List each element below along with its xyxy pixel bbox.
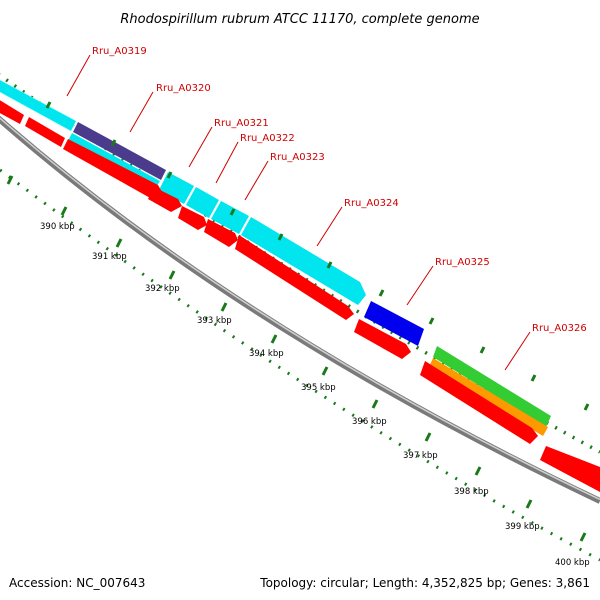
- forward-strand-genes: [0, 79, 551, 436]
- ruler-major-ticks: [6, 175, 587, 542]
- ruler-dot-ring: [0, 168, 600, 562]
- gene-rru-a0322[interactable]: [186, 187, 219, 218]
- gene-label-rru-a0320[interactable]: Rru_A0320: [156, 83, 211, 94]
- kbp-tick-label: 390 kbp: [40, 222, 75, 232]
- genome-backbone: [0, 115, 600, 504]
- accession-footer: Accession: NC_007643: [9, 576, 145, 590]
- kbp-tick-label: 393 kbp: [197, 316, 232, 326]
- genes-value: 3,861: [555, 576, 590, 590]
- gene-rru-a0324[interactable]: [241, 217, 366, 305]
- genes-label: Genes:: [509, 576, 552, 590]
- gene-labels: Rru_A0319 Rru_A0320 Rru_A0321 Rru_A0322 Rru_…: [92, 46, 587, 334]
- accession-label: Accession:: [9, 576, 73, 590]
- gene-label-rru-a0325[interactable]: Rru_A0325: [435, 257, 490, 268]
- kbp-tick-label: 400 kbp: [555, 558, 590, 568]
- outer-major-ticks: [45, 101, 590, 411]
- gene-label-rru-a0324[interactable]: Rru_A0324: [344, 198, 399, 209]
- length-label: Length:: [372, 576, 419, 590]
- gene-rru-a0321[interactable]: [159, 172, 194, 204]
- kbp-labels: 390 kbp 391 kbp 392 kbp 393 kbp 394 kbp 395 k…: [40, 222, 590, 568]
- reverse-strand-cds: [0, 100, 600, 492]
- kbp-tick-label: 395 kbp: [301, 383, 336, 393]
- gene-rru-a0319[interactable]: [0, 79, 77, 132]
- length-value: 4,352,825 bp: [421, 576, 502, 590]
- gene-label-rru-a0321[interactable]: Rru_A0321: [214, 118, 269, 129]
- topology-label: Topology:: [260, 576, 317, 590]
- gene-label-rru-a0322[interactable]: Rru_A0322: [240, 133, 295, 144]
- map-title: Rhodospirillum rubrum ATCC 11170, comple…: [120, 12, 479, 27]
- kbp-tick-label: 397 kbp: [403, 451, 438, 461]
- gene-rru-a0320[interactable]: [73, 122, 166, 180]
- gene-label-rru-a0323[interactable]: Rru_A0323: [270, 152, 325, 163]
- kbp-tick-label: 398 kbp: [454, 487, 489, 497]
- gene-leader-lines: [66, 54, 531, 371]
- kbp-tick-label: 396 kbp: [352, 417, 387, 427]
- gene-label-rru-a0326[interactable]: Rru_A0326: [532, 323, 587, 334]
- gene-rru-a0325[interactable]: [364, 301, 424, 346]
- topology-value: circular: [320, 576, 365, 590]
- gene-rru-a0326[interactable]: [433, 346, 551, 427]
- kbp-tick-label: 391 kbp: [92, 252, 127, 262]
- kbp-tick-label: 394 kbp: [249, 349, 284, 359]
- genome-stats-footer: Topology: circular; Length: 4,352,825 bp…: [260, 576, 590, 590]
- accession-value: NC_007643: [76, 576, 146, 590]
- kbp-tick-label: 392 kbp: [145, 284, 180, 294]
- gene-label-rru-a0319[interactable]: Rru_A0319: [92, 46, 147, 57]
- kbp-tick-label: 399 kbp: [505, 522, 540, 532]
- gene-rru-a0323[interactable]: [211, 201, 249, 234]
